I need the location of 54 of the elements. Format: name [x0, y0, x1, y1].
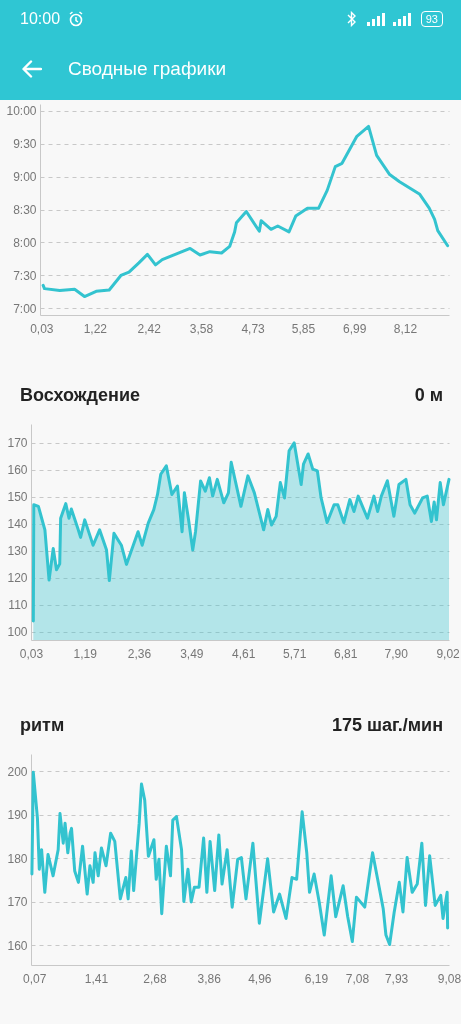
y-tick-label: 110 [8, 598, 28, 613]
x-tick-label: 7,08 [345, 971, 370, 986]
y-tick-label: 10:00 [6, 104, 37, 119]
y-tick-label: 130 [7, 544, 28, 559]
x-tick-label: 0,03 [30, 321, 54, 336]
x-tick-label: 5,85 [291, 321, 316, 336]
text: 175 шаг./мин [332, 715, 443, 736]
x-tick-label: 1,22 [83, 321, 108, 336]
y-tick-label: 7:30 [13, 268, 37, 283]
x-tick-label: 2,36 [127, 646, 152, 661]
x-tick-label: 5,71 [283, 646, 307, 661]
line-series [30, 770, 450, 947]
x-tick-label: 6,81 [334, 646, 358, 661]
text: 93 [420, 11, 443, 27]
x-tick-label: 9,08 [437, 971, 461, 986]
x-tick-label: 1,41 [84, 971, 109, 986]
chart-title: Сводные графики [68, 58, 227, 80]
y-tick-label: 7:00 [13, 301, 37, 316]
y-tick-label: 160 [7, 938, 28, 953]
x-tick-label: 6,19 [304, 971, 329, 986]
x-tick-label: 2,68 [143, 971, 167, 986]
y-tick-label: 8:30 [13, 203, 37, 217]
text: 0 м [414, 385, 443, 406]
x-tick-label: 0,03 [19, 646, 44, 661]
x-tick-label: 4,61 [232, 646, 256, 661]
x-tick-label: 3,49 [180, 646, 204, 661]
x-tick-label: 3,86 [197, 971, 222, 986]
y-tick-label: 160 [7, 463, 28, 478]
y-tick-label: 9:00 [13, 170, 37, 185]
x-tick-label: 1,19 [73, 646, 98, 661]
chart-title: Восхождение [20, 385, 140, 406]
chart-title: ритм [20, 715, 65, 736]
y-tick-label: 170 [7, 436, 28, 451]
x-tick-label: 2,42 [137, 321, 162, 336]
x-tick-label: 4,73 [241, 321, 266, 336]
x-tick-label: 6,99 [342, 321, 367, 336]
x-tick-label: 4,96 [248, 971, 272, 986]
x-tick-label: 7,93 [384, 971, 409, 986]
y-tick-label: 8:00 [13, 235, 37, 250]
line-series [41, 124, 450, 299]
y-tick-label: 120 [7, 571, 28, 586]
y-tick-label: 100 [7, 625, 28, 640]
y-tick-label: 200 [7, 764, 28, 779]
x-tick-label: 0,07 [23, 971, 47, 986]
y-tick-label: 150 [7, 490, 28, 505]
y-tick-label: 140 [7, 517, 28, 532]
x-tick-label: 9,02 [436, 646, 461, 661]
x-tick-label: 8,12 [393, 321, 418, 336]
x-tick-label: 7,90 [384, 646, 409, 661]
y-tick-label: 190 [7, 808, 28, 823]
y-tick-label: 9:30 [13, 137, 37, 152]
x-tick-label: 3,58 [189, 321, 214, 336]
y-tick-label: 170 [7, 895, 28, 910]
y-tick-label: 180 [7, 851, 28, 866]
